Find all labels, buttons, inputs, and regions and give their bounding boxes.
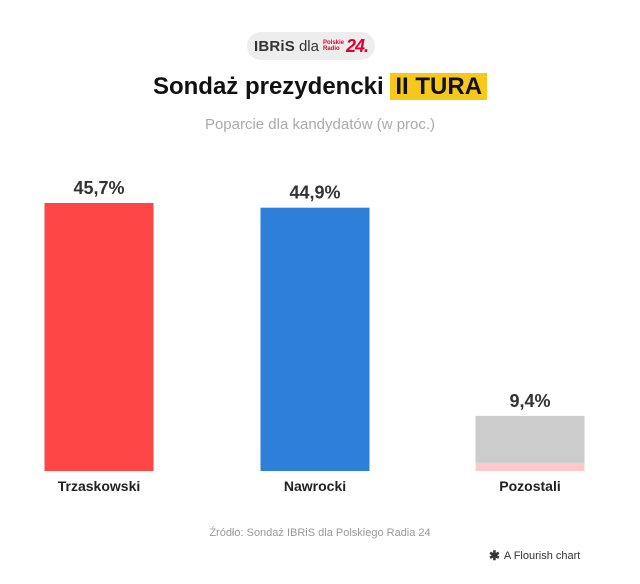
bar-trzaskowski bbox=[44, 203, 154, 471]
chart-title-highlight: II TURA bbox=[390, 73, 488, 100]
category-label-nawrocki: Nawrocki bbox=[284, 478, 346, 494]
ibris-logo-text: IBRiS bbox=[253, 37, 295, 55]
chart-title: Sondaż prezydencki II TURA bbox=[0, 73, 640, 101]
data-label-nawrocki: 44,9% bbox=[289, 183, 340, 203]
polskie-radio-24-logo: Polskie Radio 24. bbox=[323, 35, 369, 57]
source-note: Źródło: Sondaż IBRiS dla Polskiego Radia… bbox=[209, 527, 431, 539]
bar-nawrocki bbox=[260, 207, 370, 471]
polskie-radio-wordmark: Polskie Radio bbox=[323, 40, 345, 52]
data-label-trzaskowski: 45,7% bbox=[73, 178, 124, 198]
bar-pozostali-segment-2 bbox=[475, 462, 585, 471]
category-label-pozostali: Pozostali bbox=[499, 478, 560, 494]
chart-subtitle: Poparcie dla kandydatów (w proc.) bbox=[204, 116, 436, 133]
flourish-star-icon: ✱ bbox=[489, 548, 500, 563]
chart-title-main: Sondaż prezydencki bbox=[152, 73, 384, 100]
data-label-pozostali: 9,4% bbox=[509, 391, 550, 411]
bar-pozostali-segment-1 bbox=[475, 415, 585, 463]
brand-badge: IBRiS dla Polskie Radio 24. bbox=[247, 32, 375, 60]
flourish-credit-label: A Flourish chart bbox=[503, 550, 581, 562]
flourish-credit[interactable]: ✱ A Flourish chart bbox=[489, 548, 580, 564]
category-label-trzaskowski: Trzaskowski bbox=[58, 478, 141, 494]
badge-connector: dla bbox=[298, 37, 319, 55]
polskie-radio-number: 24. bbox=[346, 35, 369, 56]
